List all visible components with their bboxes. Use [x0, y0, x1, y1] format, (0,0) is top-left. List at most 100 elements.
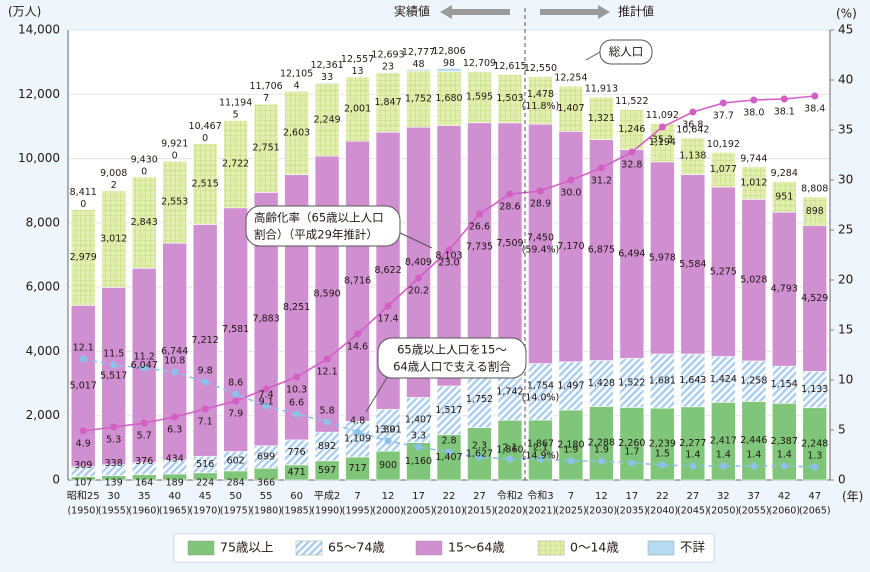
total-label: 8,808 [801, 183, 828, 194]
segment-label: 1,109 [344, 434, 371, 445]
segment-label: 224 [196, 478, 214, 489]
line-label: 1.3 [807, 451, 822, 462]
bar-segment [558, 361, 584, 411]
segment-label: 2,387 [771, 436, 798, 447]
line-label: 1.4 [716, 450, 731, 461]
bar-segment [375, 72, 401, 133]
line-label: 14.6 [347, 342, 368, 353]
line-point [506, 190, 514, 198]
line-point [445, 246, 453, 254]
line-label: 2.1 [502, 443, 517, 454]
bar-segment [284, 90, 309, 176]
x-tick-label: 40 [168, 491, 181, 502]
line-point [597, 164, 605, 172]
segment-label: 2,260 [618, 438, 645, 449]
bar-segment [406, 70, 431, 128]
legend-frame [173, 533, 715, 563]
segment-label: 6,494 [618, 249, 645, 260]
line-point [567, 176, 575, 184]
line-point [658, 123, 666, 131]
segment-label: 0 [202, 133, 208, 144]
x-axis-unit: (年) [842, 490, 863, 504]
line-label: 4.9 [76, 439, 91, 450]
segment-label: 1,867 [527, 438, 554, 449]
line-label: 1.7 [624, 447, 639, 458]
line-label: 9.8 [198, 366, 213, 377]
bar-segment [558, 409, 584, 481]
line-point [750, 96, 758, 104]
total-label: 9,430 [131, 154, 158, 165]
bar-segment [711, 152, 736, 188]
line-point [689, 462, 697, 470]
segment-label: 1,154 [771, 379, 798, 390]
line-label: 23.0 [438, 258, 459, 269]
lines [79, 92, 819, 471]
legend-swatch [415, 540, 443, 556]
x-tick-year: (1960) [128, 506, 160, 517]
x-tick-label: 昭和25 [67, 490, 100, 502]
segment-label: 1,407 [557, 103, 584, 114]
x-tick-label: 12 [382, 491, 395, 502]
segment-label: 892 [318, 441, 336, 452]
bar-segment [314, 83, 340, 157]
legend-label: 65～74歳 [328, 540, 385, 555]
line-point [79, 355, 87, 363]
line-point [384, 302, 392, 310]
segment-label: 951 [775, 191, 793, 202]
bar-segment [680, 174, 706, 355]
segment-label: 2,843 [131, 217, 158, 228]
total-label: 10,192 [707, 139, 740, 150]
bar-segment [284, 439, 309, 466]
line-point [415, 443, 423, 451]
line-label: 11.2 [134, 352, 155, 363]
x-tick-year: (2050) [708, 506, 740, 517]
segment-label: 107 [74, 478, 92, 489]
total-label: 12,557 [341, 54, 374, 65]
segment-label: 1,754 [527, 380, 554, 391]
support-annotation: 64歳人口で支える割合 [393, 360, 511, 374]
line-point [445, 448, 453, 456]
segment-label: 5,017 [70, 380, 97, 391]
line-label: 10.3 [286, 385, 307, 396]
line-label: 10.8 [164, 356, 185, 367]
line-point [323, 355, 331, 363]
line-label: 38.1 [774, 107, 795, 118]
x-tick-year: (2060) [768, 506, 800, 517]
line-label: 26.6 [469, 222, 490, 233]
segment-label: 2,446 [740, 435, 767, 446]
segment-label: 366 [257, 478, 275, 489]
bar-segment [558, 131, 584, 363]
bar-segment [771, 211, 797, 367]
x-tick-year: (1950) [67, 506, 99, 517]
x-tick-label: 22 [656, 491, 669, 502]
segment-label: 1,424 [710, 374, 737, 385]
y-tick-label: 2,000 [26, 408, 60, 422]
x-tick-label: 42 [778, 491, 791, 502]
line-point [79, 427, 87, 435]
y2-tick-label: 30 [838, 173, 853, 187]
bar-segment [345, 76, 370, 142]
line-point [201, 405, 209, 413]
line-point [567, 457, 575, 465]
bar-segment [253, 103, 279, 193]
segment-label: 1,258 [740, 376, 767, 387]
total-label: 12,693 [371, 50, 404, 61]
segment-label: 2,722 [222, 159, 249, 170]
segment-label: 7,509 [496, 238, 523, 249]
line-point [293, 373, 301, 381]
segment-label: 6,047 [131, 360, 158, 371]
bar-segment [619, 358, 645, 408]
total-label: 9,008 [100, 168, 127, 179]
segment-label: 7,212 [192, 335, 219, 346]
period-label: 実績値 [394, 4, 430, 19]
segment-label: 1,595 [466, 92, 493, 103]
x-tick-label: 37 [747, 491, 760, 502]
bar-segment [101, 287, 127, 465]
segment-label: 1,627 [466, 448, 493, 459]
total-label: 9,921 [161, 139, 188, 150]
line-point [628, 148, 636, 156]
bars [70, 68, 828, 481]
bar-segment [589, 139, 614, 361]
support-annotation: 65歳以上人口を15～ [397, 343, 507, 357]
